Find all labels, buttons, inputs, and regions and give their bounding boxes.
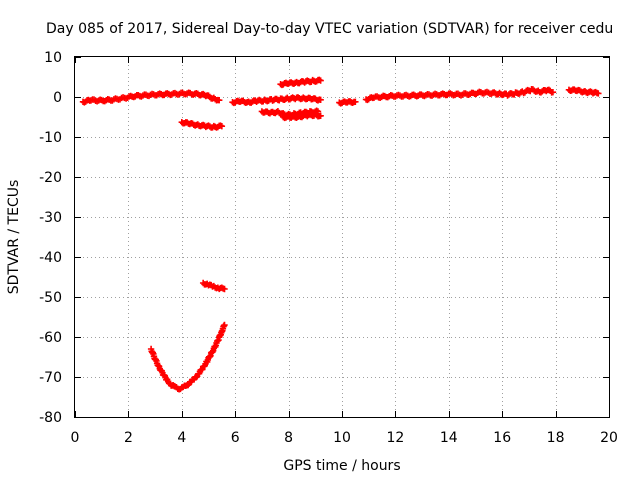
y-tick-label: -50 [39,290,62,306]
data-point-marker [218,123,226,130]
x-tick-label: 18 [547,430,565,446]
y-tick-labels: 10 0 -10 -20 -30 -40 -50 -60 -70 -80 [39,50,62,426]
y-tick-label: 0 [53,90,62,106]
x-tick-label: 12 [386,430,404,446]
data-point-marker [215,97,223,104]
x-axis-label: GPS time / hours [283,458,400,474]
axis-ticks [75,57,610,418]
x-tick-label: 6 [231,430,240,446]
data-series-2 [229,94,323,107]
y-tick-label: -10 [39,130,62,146]
x-tick-label: 16 [493,430,511,446]
data-series-7 [362,85,555,104]
data-point-marker [317,77,324,84]
data-point-marker [595,90,602,97]
y-tick-label: -80 [39,410,62,426]
y-tick-label: 10 [44,50,62,66]
x-tick-label: 0 [71,430,80,446]
data-series-5 [277,76,323,89]
data-point-marker [352,98,359,105]
x-tick-label: 10 [333,430,351,446]
data-point-marker [549,89,557,96]
data-series-9 [178,119,224,131]
data-point-marker [221,321,228,329]
data-point-marker [192,374,200,381]
x-tick-label: 4 [177,430,186,446]
x-tick-label: 2 [124,430,133,446]
x-tick-label: 20 [600,430,618,446]
data-series-1 [79,89,222,106]
data-point-marker [317,96,324,103]
y-tick-label: -30 [39,210,62,226]
data-points [79,76,602,393]
y-tick-label: -20 [39,170,62,186]
chart-title: Day 085 of 2017, Sidereal Day-to-day VTE… [46,21,613,37]
x-tick-label: 14 [440,430,458,446]
data-point-marker [317,112,324,119]
y-tick-label: -70 [39,370,62,386]
y-tick-label: -60 [39,330,62,346]
x-tick-label: 8 [284,430,293,446]
x-tick-labels: 0 2 4 6 8 10 12 14 16 18 20 [71,430,618,446]
y-tick-label: -40 [39,250,62,266]
data-series-8 [565,86,601,97]
data-series-11 [147,322,228,393]
y-axis-label: SDTVAR / TECUs [6,180,22,295]
data-series-10 [199,279,227,293]
plot-frame [74,56,610,418]
data-point-marker [221,285,228,293]
data-series-4 [280,110,323,122]
